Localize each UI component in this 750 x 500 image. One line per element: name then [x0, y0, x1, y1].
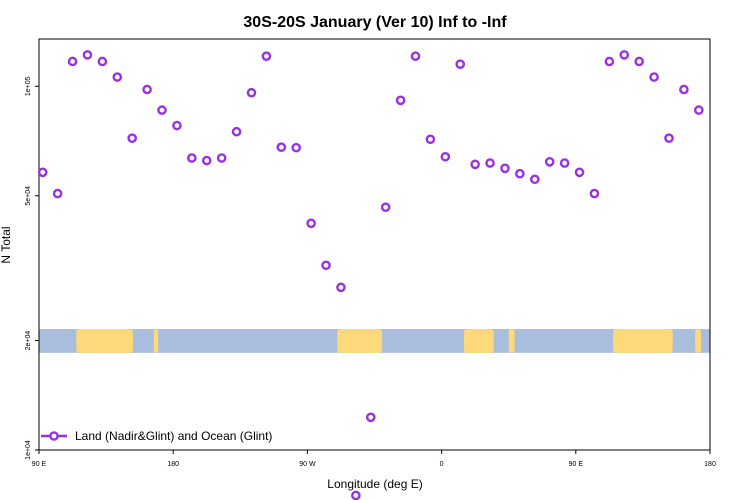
- data-point: [365, 412, 376, 423]
- data-point: [679, 84, 689, 95]
- data-point: [321, 260, 331, 271]
- data-point: [231, 126, 242, 137]
- data-point: [649, 72, 659, 82]
- x-tick-label: 0: [440, 461, 444, 468]
- data-point: [261, 51, 272, 61]
- data-point: [216, 153, 227, 163]
- data-points: [37, 50, 704, 500]
- data-point: [470, 159, 480, 170]
- data-point: [52, 188, 63, 199]
- data-point: [112, 72, 123, 82]
- data-point: [97, 56, 108, 67]
- data-point: [172, 120, 182, 131]
- data-point: [529, 174, 540, 185]
- x-tick-label: 180: [167, 461, 179, 468]
- land-region: [613, 329, 673, 353]
- y-tick-label: 2e+04: [25, 331, 32, 351]
- data-point: [500, 163, 510, 174]
- data-point: [559, 158, 570, 168]
- land-region: [76, 329, 133, 353]
- land-region: [463, 329, 494, 353]
- x-tick-label: 180: [704, 461, 716, 468]
- data-point: [37, 167, 48, 178]
- legend-label: Land (Nadir&Glint) and Ocean (Glint): [75, 429, 272, 443]
- data-point: [395, 95, 406, 106]
- data-point: [589, 188, 600, 199]
- data-point: [246, 87, 257, 98]
- land-region: [337, 329, 382, 353]
- data-point: [351, 490, 361, 500]
- land-region: [695, 329, 702, 353]
- legend: Land (Nadir&Glint) and Ocean (Glint): [41, 429, 272, 443]
- data-point: [425, 134, 436, 145]
- data-point: [485, 158, 495, 168]
- data-point: [336, 282, 346, 293]
- data-point: [276, 142, 287, 153]
- data-point: [440, 151, 451, 162]
- data-point: [604, 56, 615, 67]
- data-point: [619, 50, 630, 60]
- data-point: [127, 133, 137, 143]
- map-band: [39, 329, 710, 353]
- x-tick-label: 90 E: [32, 461, 47, 468]
- data-point: [187, 153, 197, 163]
- data-point: [201, 155, 212, 166]
- data-point: [142, 84, 152, 95]
- chart-title: 30S-20S January (Ver 10) Inf to -Inf: [243, 14, 507, 31]
- data-point: [306, 218, 316, 229]
- data-point: [291, 142, 302, 153]
- y-tick-label: 5e+04: [25, 186, 32, 206]
- data-point: [664, 133, 674, 143]
- plot-frame: [38, 38, 711, 451]
- data-point: [380, 202, 391, 213]
- y-axis-label: N Total: [0, 226, 13, 263]
- data-point: [67, 56, 78, 67]
- data-point: [694, 105, 704, 115]
- data-point: [410, 51, 421, 61]
- land-region: [153, 329, 159, 353]
- y-tick-label: 1e+04: [25, 440, 32, 460]
- data-point: [157, 105, 167, 115]
- data-point: [82, 50, 93, 60]
- data-point: [574, 167, 585, 178]
- y-axis: 1e+05 5e+04 2e+04 1e+04: [25, 76, 39, 460]
- x-axis: 90 E 180 90 W 0 90 E 180: [32, 450, 716, 468]
- y-tick-label: 1e+05: [25, 76, 32, 96]
- land-region: [508, 329, 515, 353]
- data-point: [634, 56, 644, 67]
- data-point: [544, 156, 555, 167]
- x-tick-label: 90 W: [299, 461, 316, 468]
- legend-marker: [49, 431, 59, 441]
- data-point: [515, 168, 525, 179]
- x-tick-label: 90 E: [569, 461, 584, 468]
- x-axis-label: Longitude (deg E): [327, 477, 422, 491]
- data-point: [455, 59, 466, 70]
